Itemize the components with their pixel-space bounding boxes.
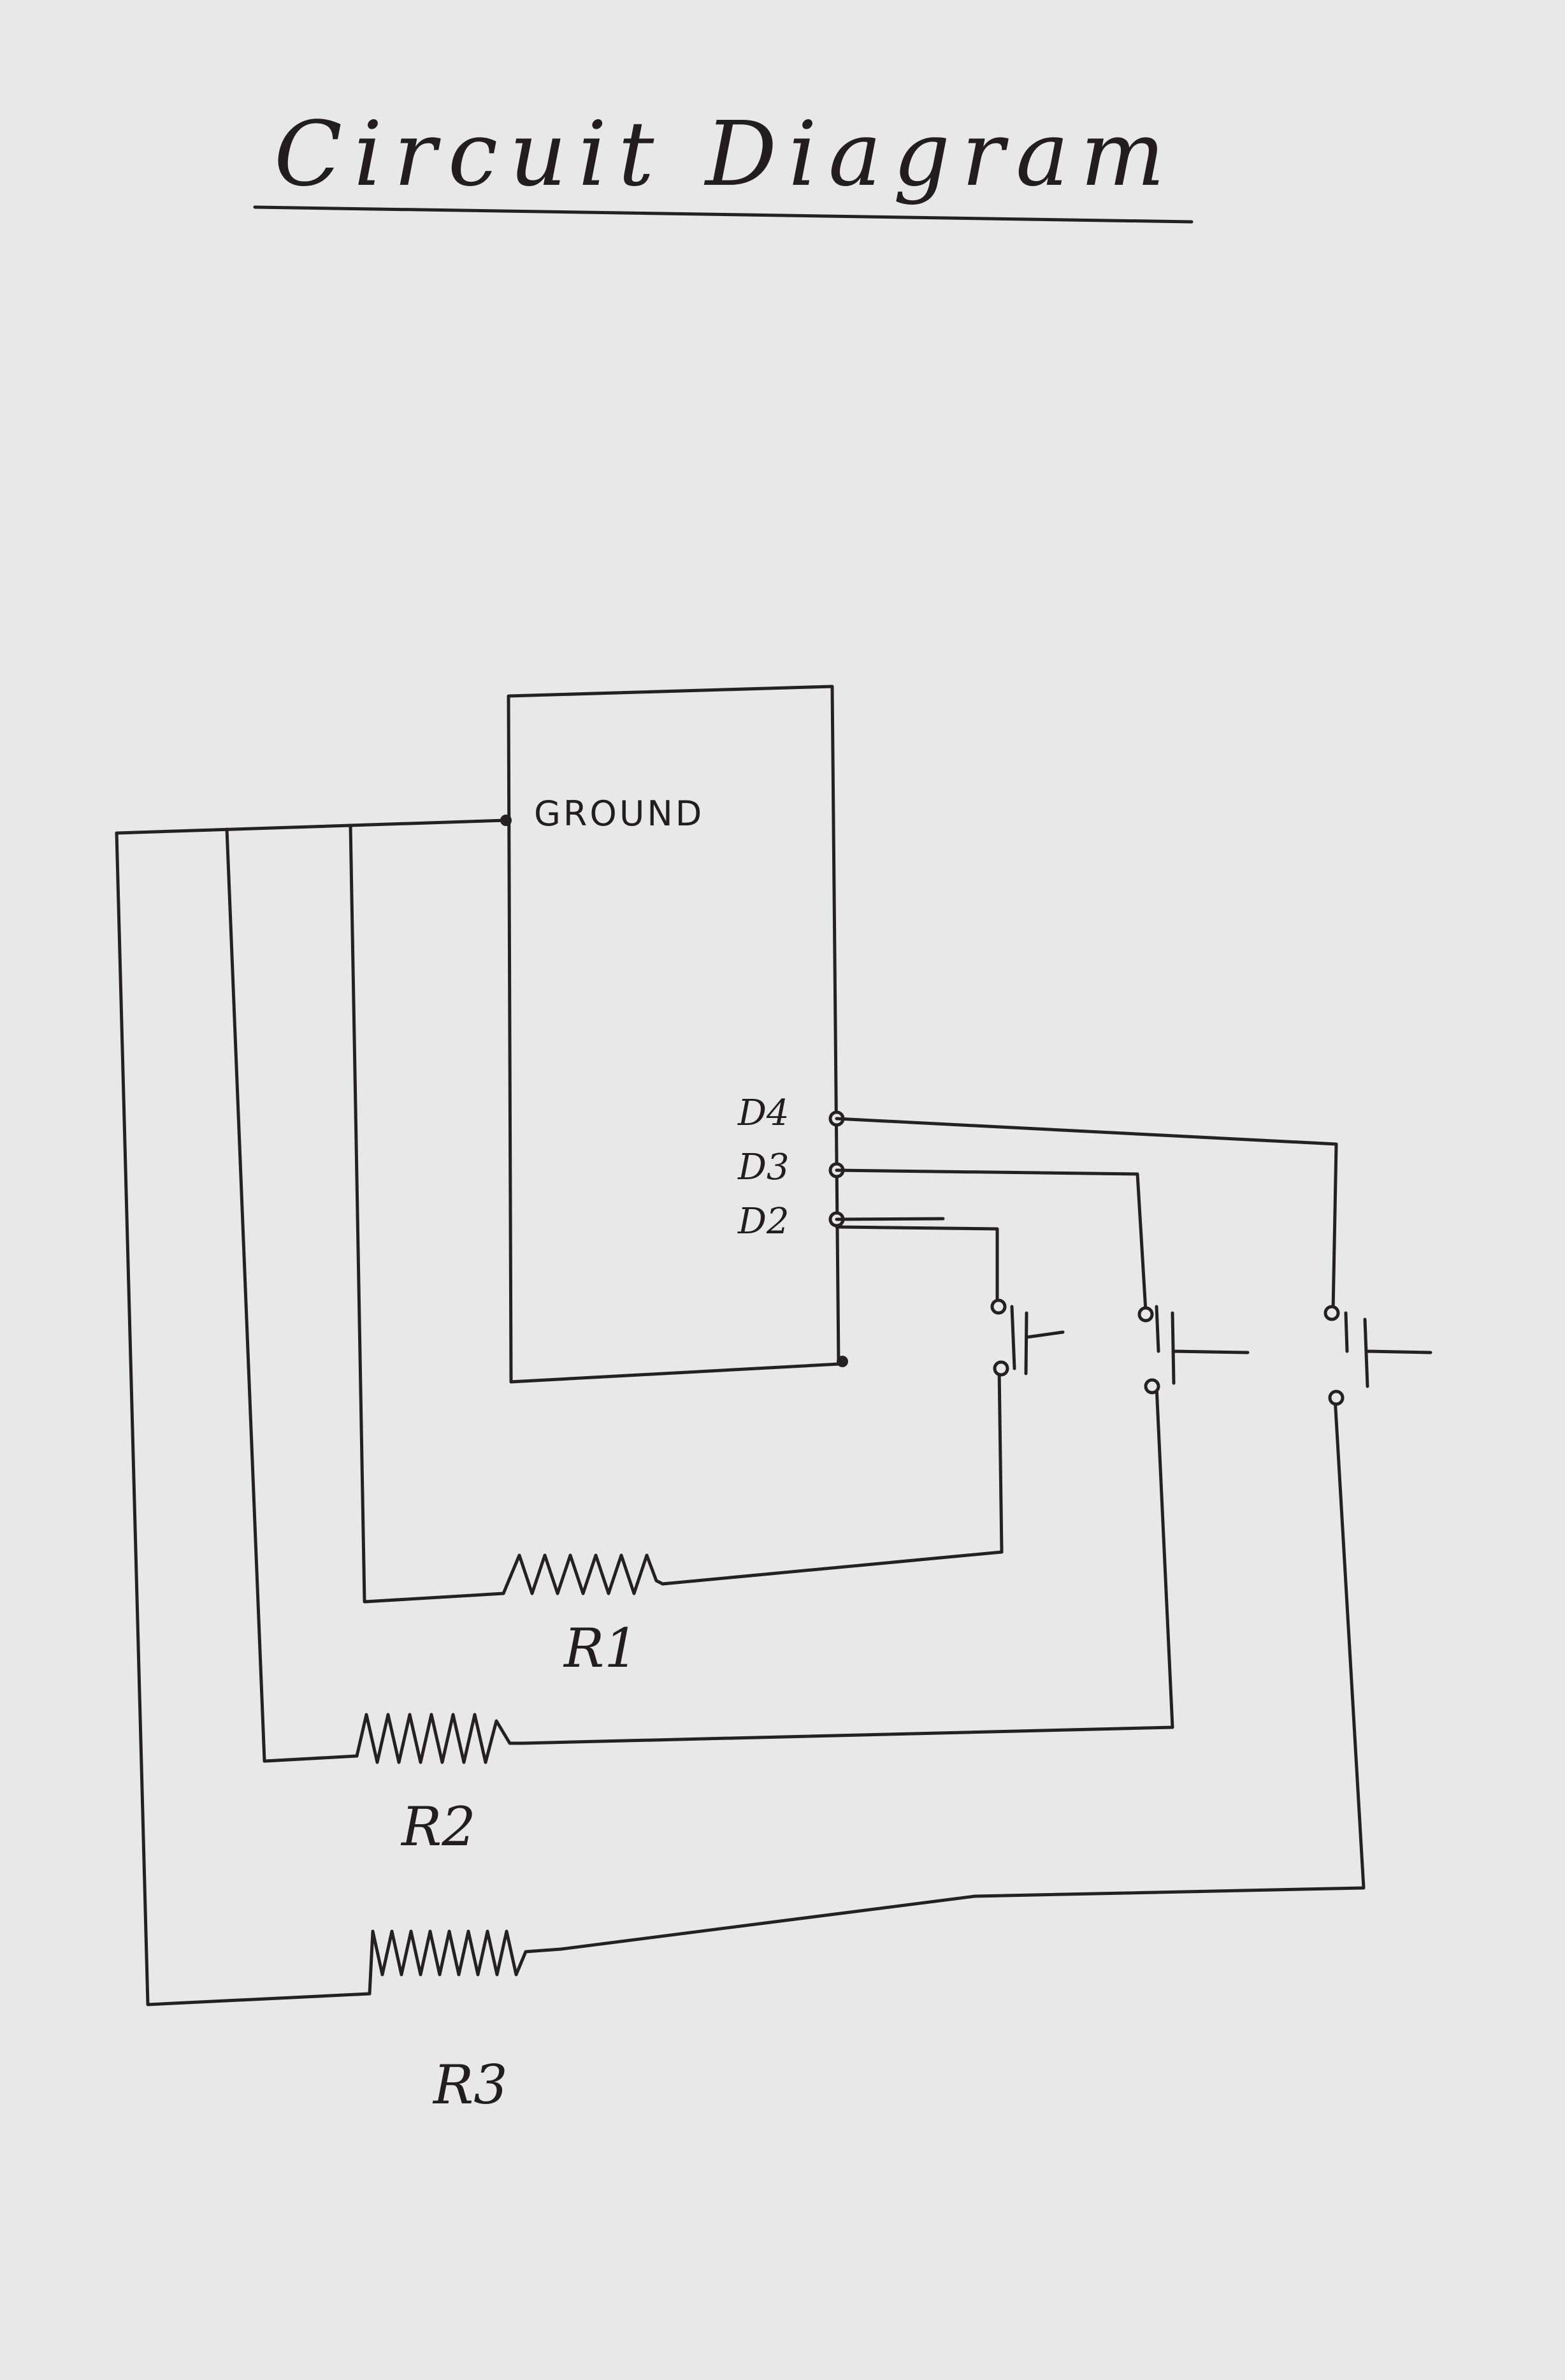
pin-label-d2: D2 bbox=[737, 1201, 790, 1242]
pushbutton-switch-d4 bbox=[1323, 1305, 1432, 1406]
resistor-label-r1: R1 bbox=[563, 1617, 638, 1680]
wire-r1-to-switch-d2 bbox=[661, 1367, 1004, 1586]
resistor-label-r2: R2 bbox=[400, 1796, 476, 1858]
ground-wire-r3 bbox=[115, 831, 371, 2006]
resistor-r1 bbox=[501, 1553, 665, 1595]
diagram-title: Circuit Diagram bbox=[274, 103, 1176, 207]
resistor-label-r3: R3 bbox=[432, 2054, 508, 2116]
title-underline bbox=[253, 205, 1194, 224]
wire-r3-to-switch-d4 bbox=[559, 1396, 1366, 1951]
ground-wire-r1 bbox=[349, 824, 505, 1604]
wire-d4-to-switch bbox=[835, 1117, 1338, 1313]
ground-wire-r2 bbox=[225, 827, 359, 1763]
wire-d3-to-switch bbox=[835, 1168, 1148, 1313]
resistor-r3 bbox=[368, 1929, 563, 1996]
pin-label-d3: D3 bbox=[737, 1147, 790, 1188]
microcontroller-board bbox=[507, 685, 840, 1384]
board-corner-dot bbox=[837, 1356, 848, 1367]
resistor-r2 bbox=[355, 1713, 524, 1764]
ground-label: GROUND bbox=[534, 794, 704, 834]
ground-bus bbox=[115, 818, 508, 835]
wire-d2-to-switch bbox=[835, 1217, 999, 1303]
pin-label-d4: D4 bbox=[737, 1092, 790, 1134]
wire-r2-to-switch-d3 bbox=[521, 1384, 1174, 1745]
pushbutton-switch-d3 bbox=[1137, 1305, 1250, 1395]
pushbutton-switch-d2 bbox=[990, 1298, 1065, 1377]
